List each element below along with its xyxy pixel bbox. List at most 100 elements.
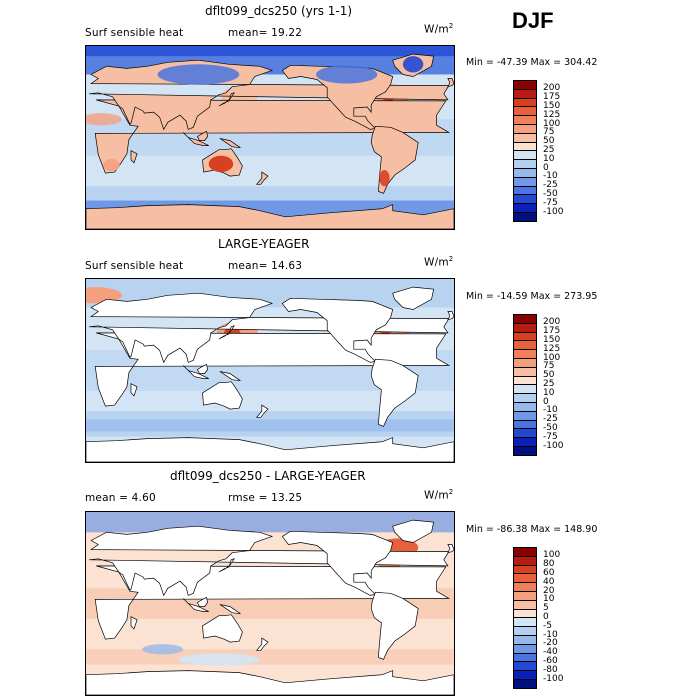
panel-title: LARGE-YEAGER xyxy=(218,237,310,251)
colorbar-tick-label: -10 xyxy=(543,629,558,640)
colorbar-tick-label: 25 xyxy=(543,378,555,389)
mean-label: mean= 19.22 xyxy=(228,27,303,39)
southern-band xyxy=(86,186,454,201)
greenland-cold xyxy=(402,56,424,73)
southern-deep xyxy=(86,419,454,432)
colorbar-tick-label: 0 xyxy=(543,162,549,173)
map-panel-2 xyxy=(85,278,455,463)
indian-cool xyxy=(142,644,184,655)
colorbar-tick-label: 125 xyxy=(543,109,561,120)
colorbar-tick-label: 0 xyxy=(543,396,549,407)
mean-label: mean = 4.60 xyxy=(85,492,156,504)
n-america-cold xyxy=(316,65,378,84)
land-australia xyxy=(202,381,243,410)
colorbar: 200 175 150 125 100 75 50 25 10 0 -10 -25 -50 -75 -100 xyxy=(513,80,573,222)
colorbar-tick-label: 25 xyxy=(543,144,555,155)
colorbar-tick-label: -20 xyxy=(543,638,558,649)
colorbar-tick-label: -100 xyxy=(543,206,564,217)
land-japan xyxy=(218,325,236,340)
land-uk xyxy=(447,311,454,321)
colorbar-tick-label: 150 xyxy=(543,334,561,345)
units-label: W/m2 xyxy=(424,255,454,269)
land-australia xyxy=(202,614,243,643)
colorbar: 100 80 60 40 20 10 5 0 -5 -10 -20 -40 -60 -80 -100 xyxy=(513,547,573,689)
map-panel-3 xyxy=(85,511,455,696)
colorbar-tick-label: 75 xyxy=(543,361,555,372)
colorbar-tick-label: 175 xyxy=(543,92,561,103)
land-madagascar xyxy=(130,150,138,164)
colorbar-tick-label: 100 xyxy=(543,550,561,561)
land-antarctica xyxy=(86,204,454,229)
colorbar-tick-label: 100 xyxy=(543,352,561,363)
colorbar-tick-label: 150 xyxy=(543,100,561,111)
land-uk xyxy=(447,78,454,88)
colorbar-tick-label: -40 xyxy=(543,647,558,658)
land-borneo xyxy=(196,363,208,374)
colorbar-tick-label: -75 xyxy=(543,197,558,208)
colorbar-tick-label: 10 xyxy=(543,594,555,605)
land-madagascar xyxy=(130,616,138,630)
land-greenland xyxy=(392,519,435,543)
land-borneo xyxy=(196,596,208,607)
land-new_guinea xyxy=(219,138,241,149)
min-max-label: Min = -47.39 Max = 304.42 xyxy=(466,57,598,68)
colorbar-tick-label: -100 xyxy=(543,673,564,684)
rmse-label: rmse = 13.25 xyxy=(228,492,303,504)
land-japan xyxy=(218,558,236,573)
colorbar-tick-label: 75 xyxy=(543,127,555,138)
season-label: DJF xyxy=(512,8,554,33)
land-borneo xyxy=(196,130,208,141)
colorbar-tick-label: 200 xyxy=(543,83,561,94)
field-label: Surf sensible heat xyxy=(85,260,184,272)
colorbar-tick-label: -25 xyxy=(543,414,558,425)
southern-band xyxy=(86,649,454,665)
colorbar-tick-label: 60 xyxy=(543,567,555,578)
field-label: Surf sensible heat xyxy=(85,27,184,39)
colorbar-tick-label: -100 xyxy=(543,440,564,451)
sahel-warm xyxy=(86,113,122,126)
land-new_zealand xyxy=(255,404,269,418)
land-new_guinea xyxy=(219,371,241,382)
colorbar-tick-label: -80 xyxy=(543,664,558,675)
colorbar-tick-label: 10 xyxy=(543,153,555,164)
colorbar-tick-label: 50 xyxy=(543,370,555,381)
land-indonesia xyxy=(182,365,209,379)
colorbar-tick-label: 10 xyxy=(543,387,555,398)
map-panel-1 xyxy=(85,45,455,230)
southern-cool xyxy=(178,653,260,666)
colorbar-swatch xyxy=(513,212,537,222)
colorbar-tick-label: 0 xyxy=(543,611,549,622)
nordic-hotspot xyxy=(86,287,122,304)
colorbar: 200 175 150 125 100 75 50 25 10 0 -10 -25 -50 -75 -100 xyxy=(513,314,573,456)
land-n_america xyxy=(281,297,394,363)
units-label: W/m2 xyxy=(424,488,454,502)
siberia-cold xyxy=(157,64,240,85)
land-eurasia xyxy=(89,525,450,597)
colorbar-swatch xyxy=(513,679,537,689)
min-max-label: Min = -14.59 Max = 273.95 xyxy=(466,291,598,302)
arctic-edge xyxy=(86,46,454,57)
land-japan xyxy=(218,92,236,107)
colorbar-tick-label: 200 xyxy=(543,317,561,328)
land-indonesia xyxy=(182,598,209,612)
colorbar-tick-label: 175 xyxy=(543,326,561,337)
land-s_america xyxy=(370,591,419,660)
colorbar-tick-label: -5 xyxy=(543,620,552,631)
land-n_america xyxy=(281,530,394,596)
colorbar-tick-label: -50 xyxy=(543,422,558,433)
colorbar-tick-label: 5 xyxy=(543,603,549,614)
panel-title: dflt099_dcs250 - LARGE-YEAGER xyxy=(170,469,366,483)
land-antarctica xyxy=(86,437,454,462)
colorbar-tick-label: -25 xyxy=(543,180,558,191)
land-madagascar xyxy=(130,383,138,397)
land-uk xyxy=(447,544,454,554)
colorbar-tick-label: -10 xyxy=(543,405,558,416)
land-indonesia xyxy=(182,132,209,146)
land-s_america xyxy=(370,358,419,427)
colorbar-tick-label: -60 xyxy=(543,655,558,666)
colorbar-swatch xyxy=(513,446,537,456)
colorbar-tick-label: 80 xyxy=(543,559,555,570)
land-greenland xyxy=(392,286,435,310)
colorbar-tick-label: -75 xyxy=(543,431,558,442)
